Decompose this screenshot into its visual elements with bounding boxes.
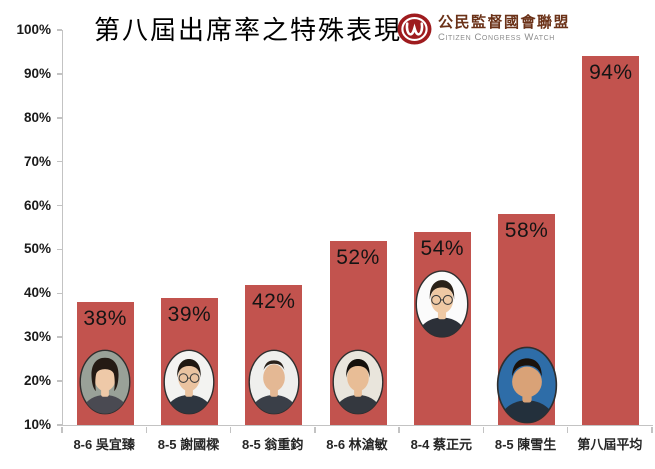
x-axis-tick xyxy=(398,426,400,433)
bar: 38% xyxy=(76,302,134,425)
y-axis-tick xyxy=(57,336,62,338)
legislator-photo xyxy=(332,349,384,415)
bar: 58% xyxy=(496,214,558,425)
x-axis-tick xyxy=(482,426,485,433)
x-axis-tick xyxy=(651,426,653,433)
x-axis-tick xyxy=(145,426,148,433)
y-axis-tick xyxy=(57,424,62,426)
org-name-zh: 公民監督國會聯盟 xyxy=(438,14,571,32)
y-axis-label: 70% xyxy=(23,153,51,169)
bar: 52% xyxy=(329,240,387,425)
org-logo-icon xyxy=(397,13,432,45)
x-axis-category-label: 8-5 翁重鈞 xyxy=(242,437,304,452)
y-axis-label: 60% xyxy=(23,197,51,213)
y-axis-label: 40% xyxy=(23,285,51,301)
legislator-photo xyxy=(79,349,131,415)
y-axis-label: 10% xyxy=(23,417,51,432)
y-axis-tick xyxy=(57,204,62,207)
bar-value-label: 54% xyxy=(420,236,465,260)
org-logo-text: 公民監督國會聯盟 Citizen Congress Watch xyxy=(438,14,570,43)
y-axis-tick xyxy=(57,73,62,75)
plot-area: 38% 39% 42% 52% 54% 58% 94% xyxy=(62,30,653,426)
y-axis-tick xyxy=(57,29,62,31)
x-axis-category-label: 第八屆平均 xyxy=(577,437,643,452)
legislator-photo xyxy=(163,349,215,415)
bar-value-label: 39% xyxy=(167,302,212,326)
x-axis-category-label: 8-4 蔡正元 xyxy=(410,437,472,452)
x-axis-category-label: 8-6 吳宜臻 xyxy=(73,437,135,452)
y-axis-tick xyxy=(57,117,62,119)
x-axis-tick xyxy=(566,426,569,433)
y-axis-tick xyxy=(57,160,62,163)
x-axis-tick xyxy=(61,426,63,433)
bar: 94% xyxy=(582,56,640,425)
y-axis-tick xyxy=(57,248,62,251)
y-axis-tick xyxy=(57,380,62,382)
y-axis-label: 90% xyxy=(23,65,51,81)
legislator-photo xyxy=(496,346,558,424)
y-axis-label: 30% xyxy=(23,329,51,345)
bar: 54% xyxy=(413,231,471,425)
bar: 39% xyxy=(160,297,218,425)
y-axis-label: 20% xyxy=(23,373,51,389)
org-name-en: Citizen Congress Watch xyxy=(438,31,555,43)
legislator-photo xyxy=(415,268,469,340)
bar-value-label: 52% xyxy=(336,245,380,269)
y-axis-tick xyxy=(57,292,62,295)
bar-value-label: 94% xyxy=(589,61,633,85)
page-title: 第八屆出席率之特殊表現 xyxy=(93,15,402,45)
y-axis-label: 50% xyxy=(23,241,51,257)
org-logo: 公民監督國會聯盟 Citizen Congress Watch xyxy=(397,13,570,45)
x-axis-tick xyxy=(314,426,316,433)
y-axis-label: 80% xyxy=(23,109,51,125)
bar-value-label: 42% xyxy=(251,289,296,313)
bar-value-label: 58% xyxy=(504,219,549,243)
bar: 42% xyxy=(245,284,303,425)
legislator-photo xyxy=(248,349,300,415)
x-axis-category-label: 8-6 林滄敏 xyxy=(326,437,388,452)
x-axis-category-label: 8-5 陳雪生 xyxy=(494,437,557,452)
bar-value-label: 38% xyxy=(83,307,127,331)
y-axis-label: 100% xyxy=(16,22,51,37)
x-axis-category-label: 8-5 謝國樑 xyxy=(157,437,220,452)
x-axis-tick xyxy=(229,426,232,433)
